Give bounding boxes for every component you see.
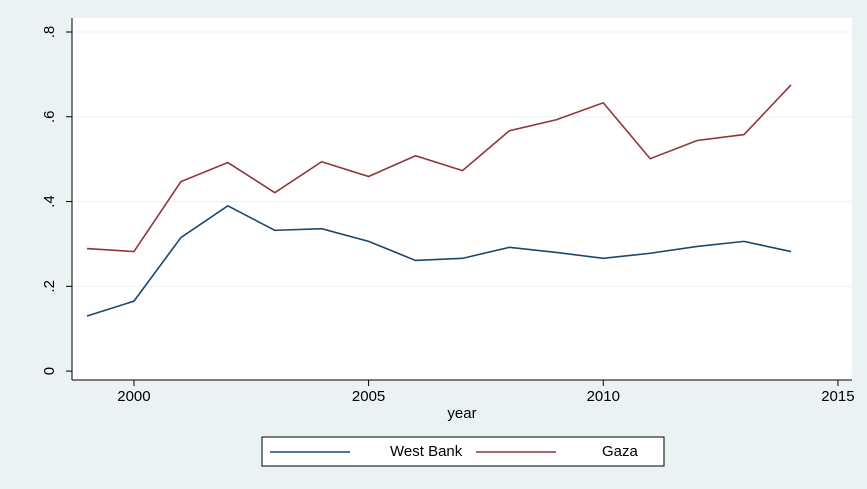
legend-label: West Bank <box>390 443 463 460</box>
y-tick-label: .2 <box>41 280 58 293</box>
x-tick-label: 2000 <box>117 388 150 405</box>
y-tick-label: .6 <box>41 111 58 124</box>
x-tick-label: 2005 <box>352 388 385 405</box>
y-tick-label: 0 <box>41 367 58 375</box>
x-tick-label: 2010 <box>587 388 620 405</box>
x-axis-label: year <box>447 405 476 422</box>
line-series <box>86 204 792 317</box>
y-tick-label: .8 <box>41 26 58 39</box>
legend-label: Gaza <box>602 443 639 460</box>
plot-area <box>72 18 852 380</box>
line-series <box>86 84 792 253</box>
y-tick-label: .4 <box>41 195 58 208</box>
x-tick-label: 2015 <box>821 388 854 405</box>
